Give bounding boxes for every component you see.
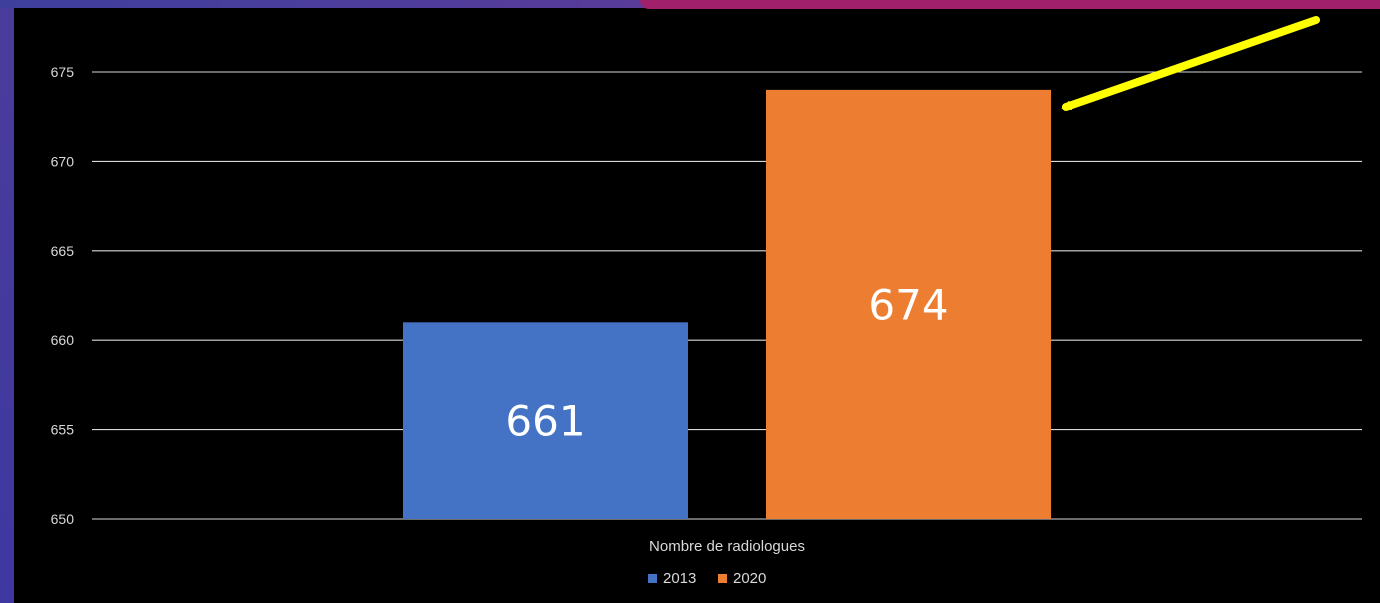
bar-2013 bbox=[403, 322, 688, 519]
slide-top-band-right bbox=[640, 0, 1380, 9]
y-tick-670: 670 bbox=[51, 153, 75, 169]
legend-swatch-2013 bbox=[648, 574, 657, 583]
bar-2020 bbox=[766, 89, 1051, 519]
bar-label-2013: 661 bbox=[505, 397, 585, 446]
legend-swatch-2020 bbox=[718, 574, 727, 583]
bar-label-2020: 674 bbox=[868, 280, 948, 329]
legend: 2013 2020 bbox=[648, 570, 766, 587]
y-axis-tick-labels: 650 655 660 665 670 675 bbox=[51, 64, 75, 527]
y-tick-675: 675 bbox=[51, 64, 75, 80]
arrow-icon bbox=[1061, 16, 1320, 111]
gridlines bbox=[92, 71, 1362, 520]
bars bbox=[403, 89, 1051, 519]
slide-top-band-left bbox=[0, 0, 660, 8]
bar-data-labels: 661 674 bbox=[505, 280, 948, 445]
y-tick-655: 655 bbox=[51, 422, 75, 438]
y-tick-650: 650 bbox=[51, 511, 75, 527]
slide-left-border bbox=[0, 0, 14, 603]
legend-label-2013: 2013 bbox=[663, 570, 696, 587]
y-tick-660: 660 bbox=[51, 332, 75, 348]
category-label: Nombre de radiologues bbox=[649, 538, 805, 555]
y-tick-665: 665 bbox=[51, 243, 75, 259]
legend-label-2020: 2020 bbox=[733, 570, 766, 587]
